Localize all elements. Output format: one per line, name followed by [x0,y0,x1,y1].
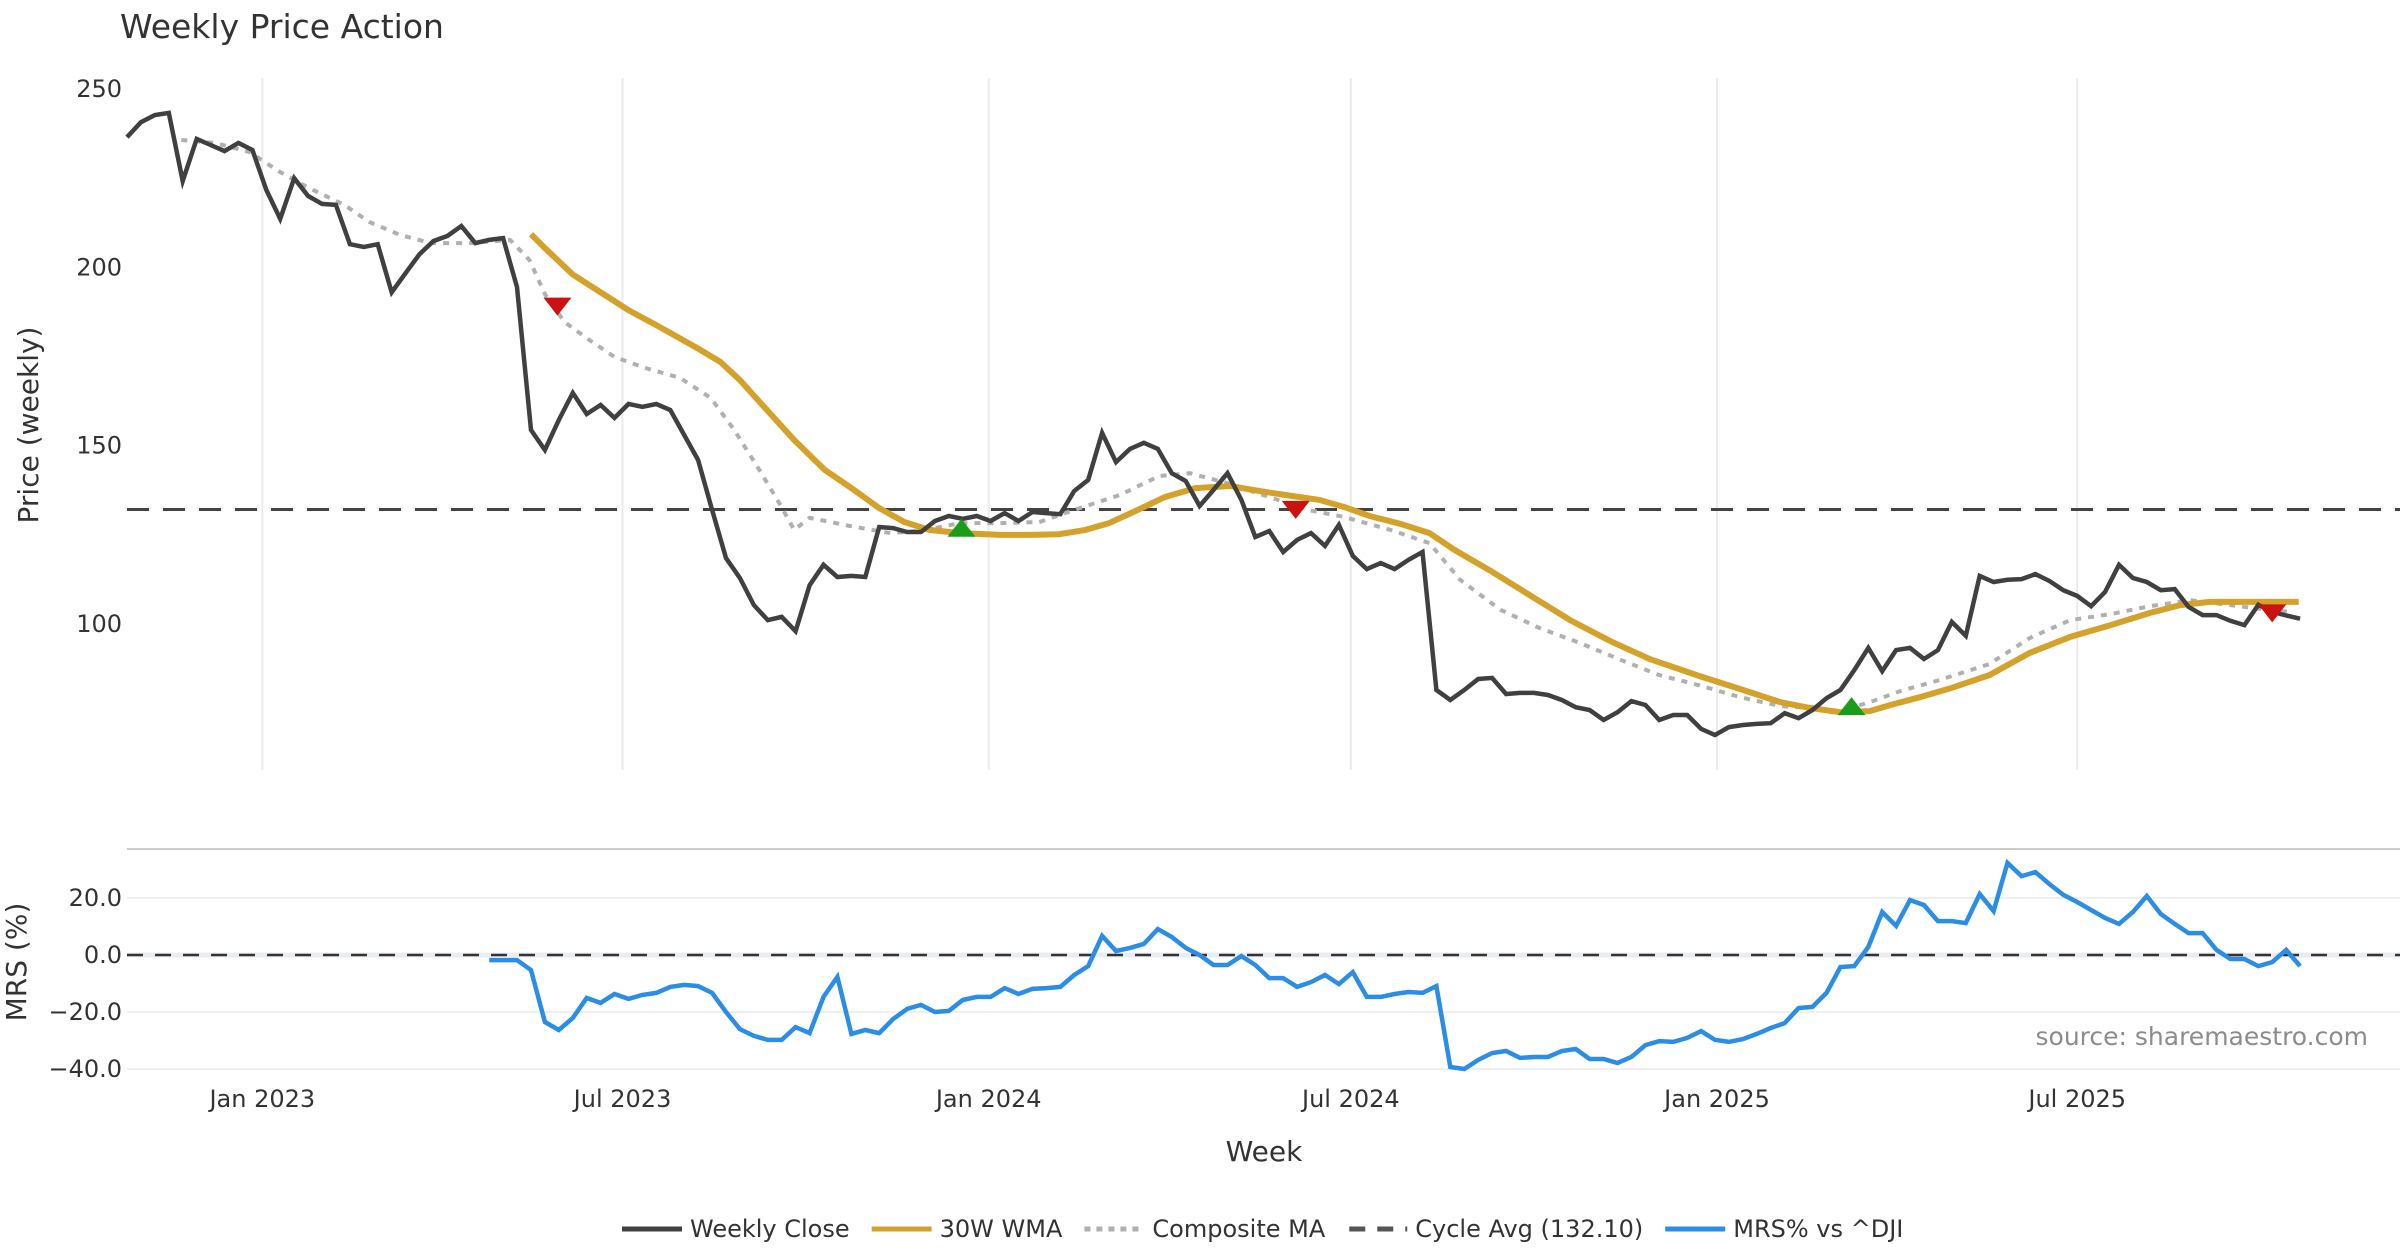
x-axis-label: Week [1226,1135,1303,1168]
signal-markers [543,297,2287,716]
legend-label: Cycle Avg (132.10) [1415,1215,1643,1243]
price-series [125,110,2400,738]
weekly-close-line [125,110,2301,738]
buy-signal-marker [947,518,976,537]
price-y-tick-label: 250 [76,75,122,103]
legend-item: Weekly Close [622,1215,850,1243]
mrs-y-tick-label: −20.0 [48,998,122,1026]
price-y-tick-label: 150 [76,432,122,460]
legend-label: MRS% vs ^DJI [1733,1215,1903,1243]
composite-ma-line [181,138,2291,714]
sell-signal-marker [1281,500,1310,519]
mrs-grid [127,897,2400,1070]
price-y-tick-label: 200 [76,253,122,281]
mrs-y-tick-label: −40.0 [48,1055,122,1083]
buy-signal-marker [1837,697,1866,716]
sell-signal-marker [543,297,572,316]
x-tick-label: Jul 2023 [572,1085,672,1113]
legend-item: 30W WMA [871,1215,1063,1243]
legend-label: Weekly Close [690,1215,850,1243]
legend-item: Cycle Avg (132.10) [1349,1215,1643,1243]
legend: Weekly Close 30W WMA Composite MA Cycle Avg… [622,1215,1903,1243]
legend-item: Composite MA [1084,1215,1326,1243]
legend-item: MRS% vs ^DJI [1665,1215,1903,1243]
price-grid [261,78,2079,770]
x-tick-label: Jan 2024 [934,1085,1042,1113]
x-tick-label: Jul 2024 [1300,1085,1400,1113]
mrs-y-tick-label: 20.0 [69,884,122,912]
sell-signal-marker [2258,604,2287,623]
source-annotation: source: sharemaestro.com [2036,1022,2369,1051]
mrs-series [489,858,2302,1072]
mrs-y-tick-label: 0.0 [84,941,122,969]
price-y-axis-label: Price (weekly) [12,327,45,524]
price-y-ticks: 250 200 150 100 [76,75,122,638]
x-tick-label: Jul 2025 [2026,1085,2126,1113]
mrs-y-axis-label: MRS (%) [0,903,33,1022]
chart-title: Weekly Price Action [120,7,444,46]
legend-label: Composite MA [1152,1215,1325,1243]
mrs-y-ticks: 20.0 0.0 −20.0 −40.0 [48,884,122,1083]
mrs-line [489,858,2302,1072]
legend-label: 30W WMA [940,1215,1063,1243]
price-y-tick-label: 100 [76,610,122,638]
x-ticks: Jan 2023 Jul 2023 Jan 2024 Jul 2024 Jan 2025… [207,1085,2126,1113]
30w-wma-line [528,232,2299,716]
x-tick-label: Jan 2025 [1662,1085,1770,1113]
x-tick-label: Jan 2023 [207,1085,315,1113]
